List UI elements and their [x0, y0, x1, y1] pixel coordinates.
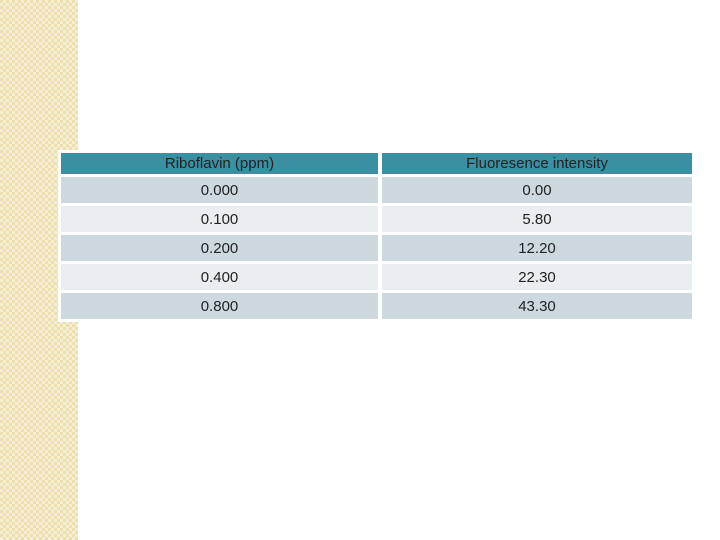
- cell-riboflavin: 0.400: [61, 264, 378, 290]
- cell-riboflavin: 0.800: [61, 293, 378, 319]
- cell-intensity: 22.30: [382, 264, 692, 290]
- table-row: 0.400 22.30: [61, 264, 692, 290]
- cell-intensity: 12.20: [382, 235, 692, 261]
- cell-intensity: 0.00: [382, 177, 692, 203]
- data-table: Riboflavin (ppm) Fluoresence intensity 0…: [58, 150, 695, 322]
- table-row: 0.800 43.30: [61, 293, 692, 319]
- cell-riboflavin: 0.000: [61, 177, 378, 203]
- table-header-row: Riboflavin (ppm) Fluoresence intensity: [61, 153, 692, 174]
- table-row: 0.000 0.00: [61, 177, 692, 203]
- column-header-riboflavin: Riboflavin (ppm): [61, 153, 378, 174]
- cell-riboflavin: 0.100: [61, 206, 378, 232]
- cell-riboflavin: 0.200: [61, 235, 378, 261]
- table-row: 0.100 5.80: [61, 206, 692, 232]
- cell-intensity: 43.30: [382, 293, 692, 319]
- column-header-intensity: Fluoresence intensity: [382, 153, 692, 174]
- cell-intensity: 5.80: [382, 206, 692, 232]
- table-row: 0.200 12.20: [61, 235, 692, 261]
